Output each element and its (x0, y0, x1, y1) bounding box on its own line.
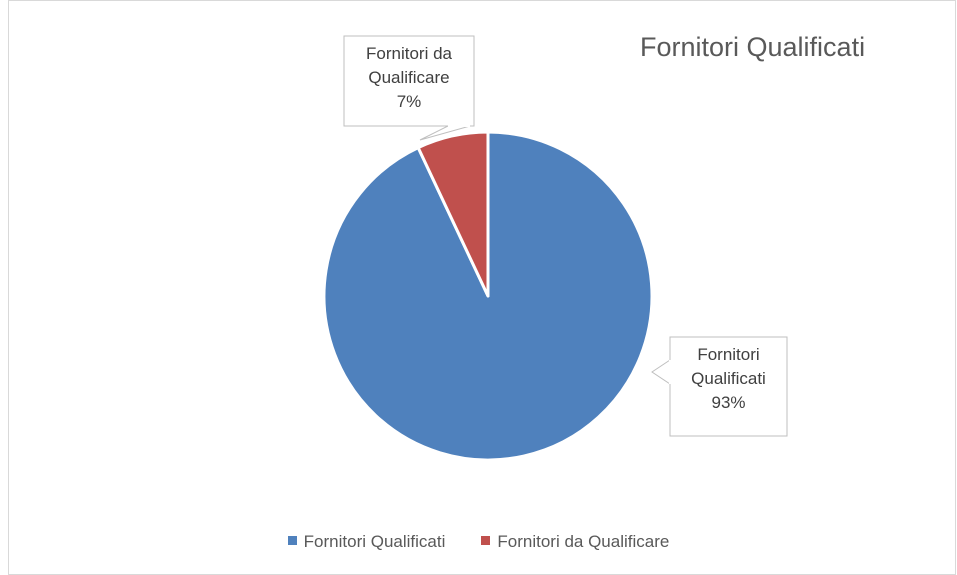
callout-box (669, 336, 788, 437)
legend-label: Fornitori da Qualificare (497, 532, 670, 551)
legend: Fornitori Qualificati Fornitori da Qualif… (0, 532, 957, 552)
legend-item: Fornitori Qualificati (287, 532, 446, 552)
callout-pointer (651, 359, 671, 385)
legend-item: Fornitori da Qualificare (481, 532, 669, 552)
data-label: Fornitori Qualificati 93% (676, 343, 781, 415)
pie-slice (416, 130, 490, 298)
legend-label: Fornitori Qualificati (303, 532, 446, 551)
callout-box (343, 35, 475, 127)
data-label: Fornitori da Qualificare 7% (350, 42, 468, 114)
data-label-value: 7% (396, 92, 422, 111)
chart-title: Fornitori Qualificati (640, 32, 866, 62)
legend-swatch (287, 536, 297, 546)
data-label-value: 93% (711, 393, 746, 412)
data-label-category: Fornitori da Qualificare (366, 44, 452, 87)
data-label-category: Fornitori Qualificati (691, 345, 766, 388)
legend-swatch (481, 536, 491, 546)
